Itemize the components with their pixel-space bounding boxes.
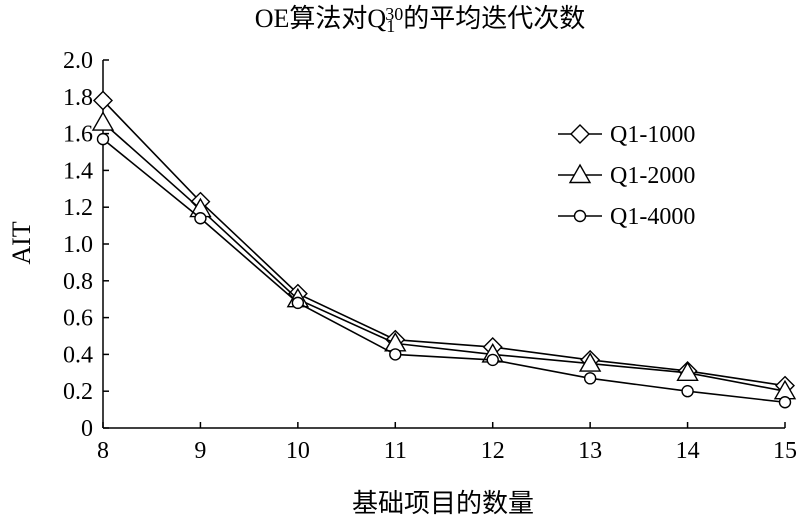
data-point-triangle <box>91 111 115 131</box>
data-point-triangle <box>676 361 699 381</box>
series-triangle <box>91 111 797 400</box>
x-tick-label: 8 <box>97 438 109 464</box>
chart-title-superscript: 30 <box>385 4 403 24</box>
data-point-circle <box>486 353 499 367</box>
y-tick-label: 0.6 <box>63 306 93 332</box>
y-tick-label: 0.8 <box>63 269 93 295</box>
data-point-circle <box>96 132 110 146</box>
x-tick-label: 9 <box>194 438 206 464</box>
x-tick-label: 15 <box>773 438 797 464</box>
x-axis-label: 基础项目的数量 <box>352 489 534 518</box>
data-point-triangle <box>578 352 602 372</box>
x-ticks: 8 9 10 11 12 13 14 15 <box>97 422 797 464</box>
data-point-circle <box>291 296 305 310</box>
y-tick-label: 0 <box>81 416 93 442</box>
chart-title-subscript: 1 <box>386 16 395 36</box>
y-tick-label: 1.0 <box>63 232 93 258</box>
chart-title-main: OE算法对Q <box>255 4 387 33</box>
data-point-circle <box>681 385 694 398</box>
legend-label: Q1-1000 <box>610 122 695 148</box>
legend-item: Q1-4000 <box>558 204 695 230</box>
y-tick-label: 0.4 <box>63 342 93 368</box>
legend-marker-diamond <box>570 124 590 144</box>
legend-label: Q1-2000 <box>610 163 695 189</box>
legend-item: Q1-2000 <box>558 163 695 189</box>
series-line-diamond <box>102 99 786 387</box>
x-tick-label: 12 <box>481 438 505 464</box>
series-line-triangle <box>102 121 786 392</box>
data-point-circle <box>778 396 792 409</box>
data-point-circle <box>389 348 402 361</box>
data-point-circle <box>583 372 597 385</box>
y-axis-label: AIT <box>7 221 36 264</box>
chart-title-suffix: 的平均迭代次数 <box>403 4 585 33</box>
chart-title: OE算法对Q130的平均迭代次数 <box>255 4 585 37</box>
y-tick-label: 0.2 <box>63 379 93 405</box>
legend-item: Q1-1000 <box>558 122 695 148</box>
data-point-circle <box>194 212 207 225</box>
x-tick-label: 11 <box>384 438 407 464</box>
legend-marker-triangle <box>568 163 592 184</box>
y-tick-label: 1.4 <box>63 158 93 184</box>
y-tick-label: 2.0 <box>63 48 93 74</box>
y-tick-label: 1.8 <box>63 85 93 111</box>
y-tick-label: 1.6 <box>63 122 93 148</box>
data-point-diamond <box>93 90 113 111</box>
series-circle <box>96 132 792 409</box>
y-tick-label: 1.2 <box>63 195 93 221</box>
series-group <box>91 90 797 409</box>
y-ticks: 0 0.2 0.4 0.6 0.8 1.0 1.2 1.4 1.6 1.8 2.0 <box>63 48 109 442</box>
legend-marker-circle <box>573 209 587 223</box>
x-tick-label: 13 <box>578 438 602 464</box>
legend: Q1-1000 Q1-2000 Q1-4000 <box>558 122 695 230</box>
legend-label: Q1-4000 <box>610 204 695 230</box>
series-line-circle <box>102 138 786 404</box>
x-tick-label: 10 <box>286 438 310 464</box>
x-tick-label: 14 <box>676 438 700 464</box>
